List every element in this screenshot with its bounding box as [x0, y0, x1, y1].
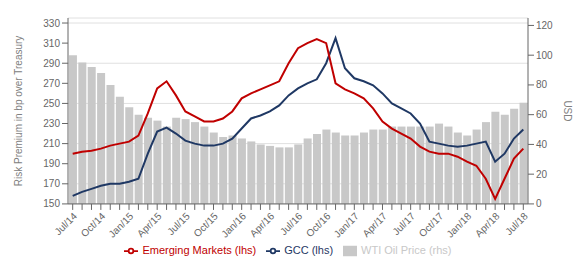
svg-text:Jul/16: Jul/16 — [278, 210, 305, 237]
svg-text:40: 40 — [536, 139, 548, 150]
svg-text:310: 310 — [43, 38, 60, 49]
svg-text:150: 150 — [43, 198, 60, 209]
svg-text:Jan/15: Jan/15 — [106, 210, 135, 239]
svg-text:Jan/18: Jan/18 — [444, 210, 473, 239]
html-text:GCC (lhs): GCC (lhs) — [284, 243, 334, 256]
svg-text:270: 270 — [43, 78, 60, 89]
svg-text:Oct/14: Oct/14 — [79, 210, 108, 239]
svg-text:Apr/17: Apr/17 — [360, 210, 389, 239]
svg-text:Oct/15: Oct/15 — [191, 210, 220, 239]
svg-text:290: 290 — [43, 58, 60, 69]
svg-text:190: 190 — [43, 158, 60, 169]
svg-text:Oct/17: Oct/17 — [417, 210, 446, 239]
svg-text:120: 120 — [536, 20, 553, 31]
svg-text:170: 170 — [43, 178, 60, 189]
svg-text:Jan/16: Jan/16 — [219, 210, 248, 239]
svg-text:20: 20 — [536, 169, 548, 180]
svg-text:330: 330 — [43, 18, 60, 29]
svg-text:100: 100 — [536, 50, 553, 61]
html-text:WTI Oil Price (rhs): WTI Oil Price (rhs) — [361, 243, 452, 256]
svg-text:Jan/17: Jan/17 — [332, 210, 361, 239]
svg-text:Oct/16: Oct/16 — [304, 210, 333, 239]
svg-text:Apr/16: Apr/16 — [248, 210, 277, 239]
svg-text:Jul/17: Jul/17 — [390, 210, 417, 237]
svg-text:210: 210 — [43, 138, 60, 149]
svg-text:Apr/15: Apr/15 — [135, 210, 164, 239]
svg-text:Jul/14: Jul/14 — [52, 210, 79, 237]
html-text:Emerging Markets (lhs): Emerging Markets (lhs) — [142, 243, 257, 256]
svg-text:80: 80 — [536, 79, 548, 90]
svg-text:250: 250 — [43, 98, 60, 109]
svg-text:0: 0 — [536, 198, 542, 209]
svg-text:Apr/18: Apr/18 — [473, 210, 502, 239]
svg-text:60: 60 — [536, 109, 548, 120]
svg-text:Jul/18: Jul/18 — [503, 210, 530, 237]
svg-text:Risk Premium in bp over Treasu: Risk Premium in bp over Treasury — [13, 36, 24, 187]
svg-text:230: 230 — [43, 118, 60, 129]
svg-text:USD: USD — [562, 100, 573, 121]
svg-text:Jul/15: Jul/15 — [165, 210, 192, 237]
